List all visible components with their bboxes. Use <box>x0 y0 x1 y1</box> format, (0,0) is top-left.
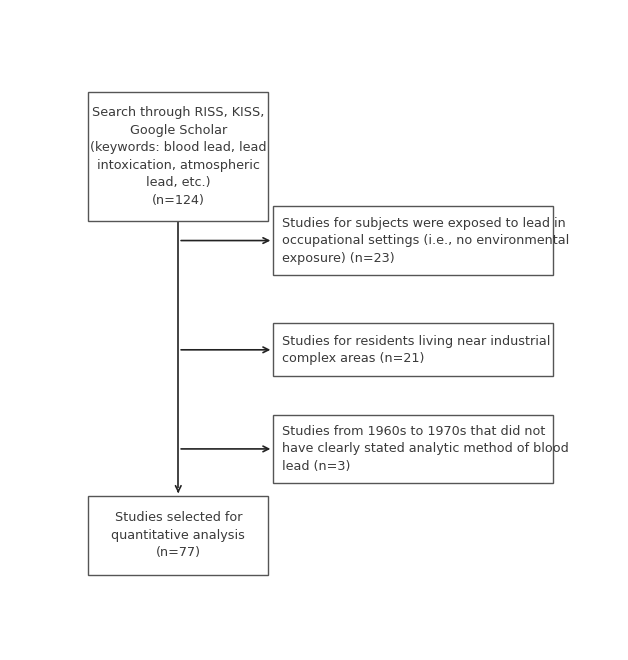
Text: Studies for residents living near industrial
complex areas (n=21): Studies for residents living near indust… <box>282 335 550 365</box>
Text: Studies from 1960s to 1970s that did not
have clearly stated analytic method of : Studies from 1960s to 1970s that did not… <box>282 425 569 473</box>
Bar <box>273 323 553 376</box>
Bar <box>273 414 553 483</box>
Bar <box>88 92 268 222</box>
Text: Studies selected for
quantitative analysis
(n=77): Studies selected for quantitative analys… <box>111 512 245 559</box>
Text: Search through RISS, KISS,
Google Scholar
(keywords: blood lead, lead
intoxicati: Search through RISS, KISS, Google Schola… <box>90 106 266 207</box>
Bar <box>273 207 553 275</box>
Bar <box>88 496 268 575</box>
Text: Studies for subjects were exposed to lead in
occupational settings (i.e., no env: Studies for subjects were exposed to lea… <box>282 216 569 265</box>
